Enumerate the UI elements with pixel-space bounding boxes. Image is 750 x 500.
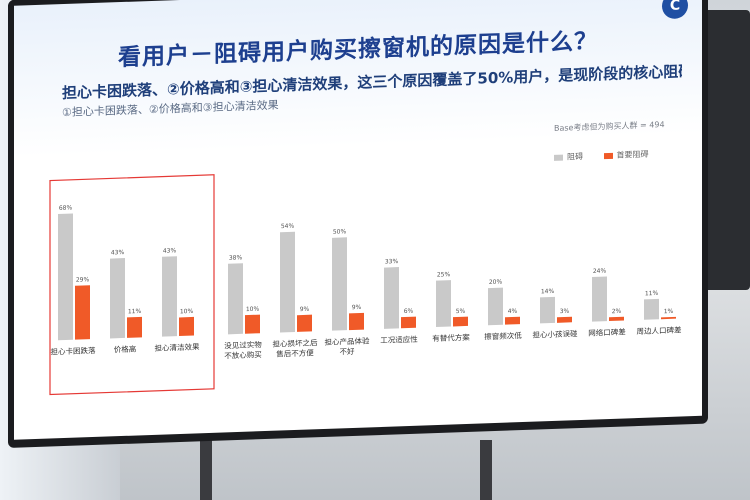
category-label-8: 擦窗频次低 (484, 330, 522, 341)
category-label-11: 周边人口碑差 (637, 324, 682, 336)
bar-2-10 (609, 316, 624, 322)
category-label-3: 没见过实物 (224, 339, 262, 350)
bar-label-2-3: 10% (246, 306, 260, 313)
category-label-6: 工况适应性 (380, 334, 418, 345)
bar-2-7 (453, 316, 468, 327)
bar-2-4 (297, 314, 312, 332)
bar-label-2-5: 9% (352, 304, 362, 311)
bar-label-2-4: 9% (300, 306, 310, 313)
bar-1-9 (540, 296, 555, 324)
bar-2-5 (349, 312, 364, 331)
category-label-5: 不好 (340, 346, 355, 357)
bar-1-3 (228, 263, 243, 335)
bar-1-5 (332, 237, 347, 331)
bar-1-1 (110, 258, 125, 339)
bar-label-1-8: 20% (489, 279, 503, 286)
category-label-7: 有替代方案 (432, 332, 470, 343)
category-label-10: 网络口碑差 (588, 326, 626, 337)
bar-label-2-8: 4% (508, 308, 518, 315)
bar-label-1-6: 33% (385, 258, 399, 265)
bar-1-6 (384, 267, 399, 329)
bar-label-1-4: 54% (281, 223, 295, 230)
bar-2-11 (661, 316, 676, 320)
bar-2-8 (505, 316, 520, 325)
bar-label-1-1: 43% (111, 249, 125, 256)
bar-label-1-0: 68% (59, 204, 73, 211)
category-label-9: 担心小孩误碰 (533, 328, 578, 340)
bar-chart: 68% 29% 担心卡困跌落 43% 11% 价格高 43% 10% 担心清洁效果 38% 10% 没… (49, 174, 682, 396)
wall-speaker (700, 10, 750, 290)
bar-1-7 (436, 280, 451, 328)
category-label-4: 担心损坏之后 (273, 337, 318, 349)
bar-label-1-11: 11% (645, 290, 659, 297)
tv-monitor: C 看用户－阻碍用户购买擦窗机的原因是什么？ 担心卡困跌落、②价格高和③担心清洁… (8, 0, 708, 449)
bar-label-2-7: 5% (456, 308, 466, 315)
category-label-0: 担心卡困跌落 (51, 345, 96, 357)
bar-2-6 (401, 316, 416, 329)
bar-1-11 (644, 298, 659, 320)
tv-stand-right (480, 440, 492, 500)
bar-1-4 (280, 231, 295, 333)
bar-1-0 (58, 213, 73, 341)
bar-label-1-10: 24% (593, 268, 607, 275)
category-label-1: 价格高 (114, 344, 137, 355)
category-label-4: 售后不方便 (276, 347, 314, 358)
bar-label-2-10: 2% (612, 308, 622, 315)
bar-label-2-11: 1% (664, 308, 674, 315)
presentation-slide: C 看用户－阻碍用户购买擦窗机的原因是什么？ 担心卡困跌落、②价格高和③担心清洁… (14, 0, 702, 440)
bar-label-1-7: 25% (437, 271, 451, 278)
bar-1-8 (488, 287, 503, 326)
bar-2-9 (557, 316, 572, 323)
category-label-5: 担心产品体验 (325, 335, 370, 347)
bar-2-2 (179, 316, 194, 337)
bar-label-2-0: 29% (76, 276, 90, 283)
bar-1-2 (162, 256, 177, 337)
bar-2-3 (245, 314, 260, 334)
bar-label-2-2: 10% (180, 308, 194, 315)
bar-label-1-3: 38% (229, 254, 243, 261)
bar-2-1 (127, 316, 142, 338)
bar-1-10 (592, 276, 607, 322)
category-label-3: 不放心购买 (224, 349, 262, 360)
bar-label-2-1: 11% (128, 308, 142, 315)
bar-label-1-9: 14% (541, 288, 555, 295)
highlight-box (49, 174, 215, 396)
tv-stand-left (200, 440, 212, 500)
bar-label-1-5: 50% (333, 228, 347, 235)
bar-label-2-6: 6% (404, 308, 414, 315)
category-label-2: 担心清洁效果 (155, 341, 200, 353)
bar-2-0 (75, 285, 90, 340)
bar-label-1-2: 43% (163, 247, 177, 254)
bar-label-2-9: 3% (560, 308, 570, 315)
